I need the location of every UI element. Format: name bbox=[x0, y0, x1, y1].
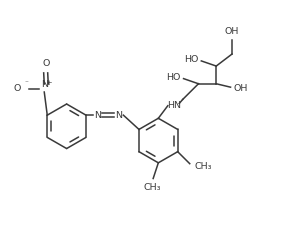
Text: HO: HO bbox=[166, 73, 181, 82]
Text: N: N bbox=[115, 111, 122, 120]
Text: CH₃: CH₃ bbox=[194, 162, 212, 171]
Text: HO: HO bbox=[184, 55, 198, 64]
Text: N: N bbox=[41, 80, 48, 89]
Text: OH: OH bbox=[225, 27, 239, 36]
Text: ⁻: ⁻ bbox=[24, 81, 29, 86]
Text: O: O bbox=[42, 59, 49, 68]
Text: CH₃: CH₃ bbox=[144, 183, 161, 192]
Text: HN: HN bbox=[167, 101, 181, 110]
Text: O: O bbox=[14, 84, 21, 93]
Text: N: N bbox=[94, 111, 101, 120]
Text: +: + bbox=[47, 80, 52, 86]
Text: OH: OH bbox=[233, 83, 248, 92]
